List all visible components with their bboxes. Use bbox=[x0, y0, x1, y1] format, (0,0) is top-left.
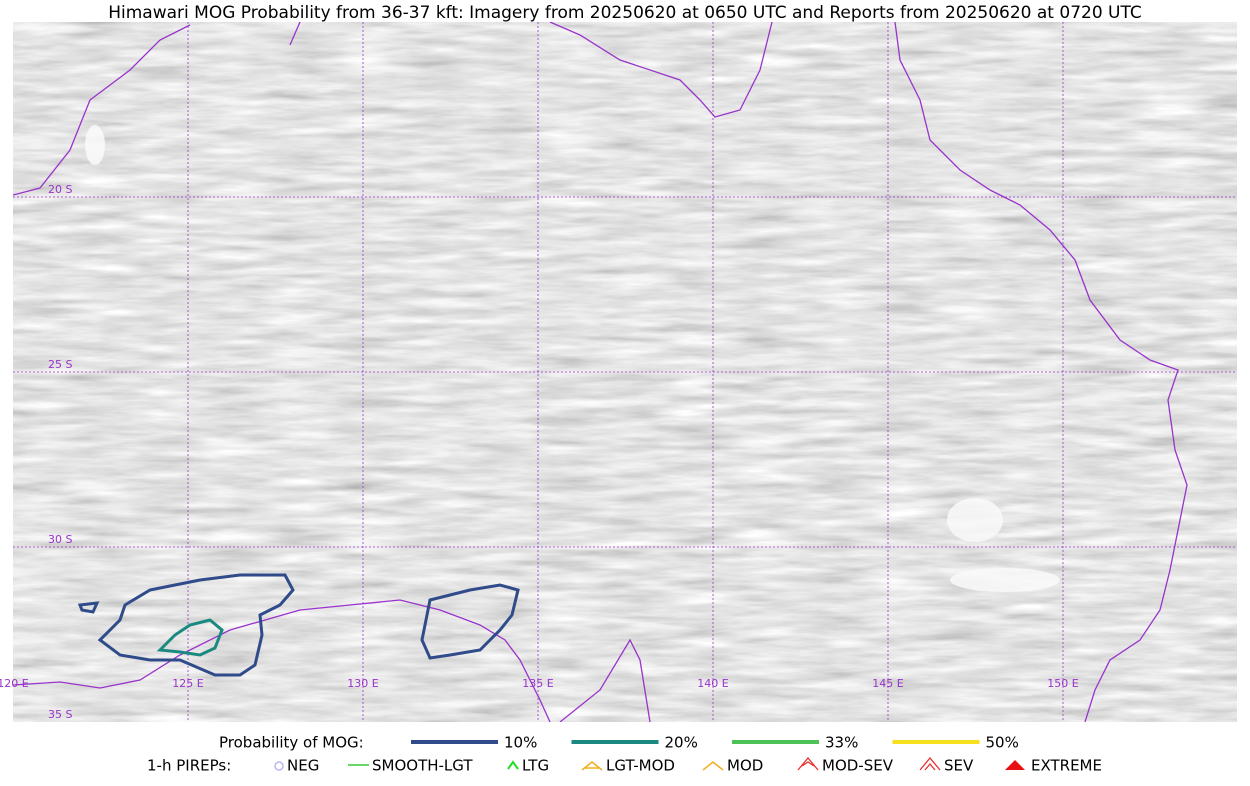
mog-contours bbox=[77, 573, 520, 677]
title: Himawari MOG Probability from 36-37 kft:… bbox=[108, 3, 1142, 23]
legend-label: 20% bbox=[665, 734, 698, 752]
legend-label: 50% bbox=[986, 734, 1019, 752]
legend-label: 10% bbox=[504, 734, 537, 752]
lat-label: 35 S bbox=[48, 708, 72, 721]
lat-label: 25 S bbox=[48, 358, 72, 371]
graticule bbox=[13, 22, 1237, 722]
legend-label: SMOOTH-LGT bbox=[372, 757, 473, 775]
legend-title: 1-h PIREPs: bbox=[147, 757, 231, 775]
legend: Probability of MOG: 10% 20% 33% 50% 1-h PIREP… bbox=[147, 734, 1102, 775]
contour-10 bbox=[420, 583, 520, 660]
contour-10 bbox=[77, 601, 100, 614]
pirep-symbol bbox=[702, 761, 724, 771]
legend-label: SEV bbox=[944, 757, 974, 775]
pirep-symbol bbox=[1005, 760, 1025, 770]
lon-label: 125 E bbox=[172, 677, 203, 690]
legend-label: LGT-MOD bbox=[606, 757, 675, 775]
bright-clouds bbox=[85, 125, 1060, 592]
lon-label: 140 E bbox=[697, 677, 728, 690]
legend-label: LTG bbox=[522, 757, 549, 775]
pirep-symbol bbox=[797, 756, 819, 771]
pirep-symbol bbox=[274, 761, 284, 771]
pirep-symbol bbox=[581, 761, 603, 771]
lat-label: 30 S bbox=[48, 533, 72, 546]
lon-label: 135 E bbox=[522, 677, 553, 690]
contour-10 bbox=[97, 573, 295, 677]
legend-label: MOD-SEV bbox=[822, 757, 894, 775]
pirep-symbol bbox=[507, 760, 519, 770]
lon-label: 130 E bbox=[347, 677, 378, 690]
legend-label: EXTREME bbox=[1031, 757, 1102, 775]
lon-label: 150 E bbox=[1047, 677, 1078, 690]
legend-title: Probability of MOG: bbox=[219, 734, 364, 752]
coastlines bbox=[13, 22, 1188, 722]
lat-label: 20 S bbox=[48, 183, 72, 196]
lon-label: 120 E bbox=[0, 677, 29, 690]
map-area bbox=[13, 22, 1237, 722]
legend-label: MOD bbox=[727, 757, 763, 775]
lon-label: 145 E bbox=[872, 677, 903, 690]
contour-20 bbox=[156, 618, 224, 657]
legend-label: 33% bbox=[825, 734, 858, 752]
legend-label: NEG bbox=[287, 757, 319, 775]
pirep-symbol bbox=[919, 756, 941, 771]
